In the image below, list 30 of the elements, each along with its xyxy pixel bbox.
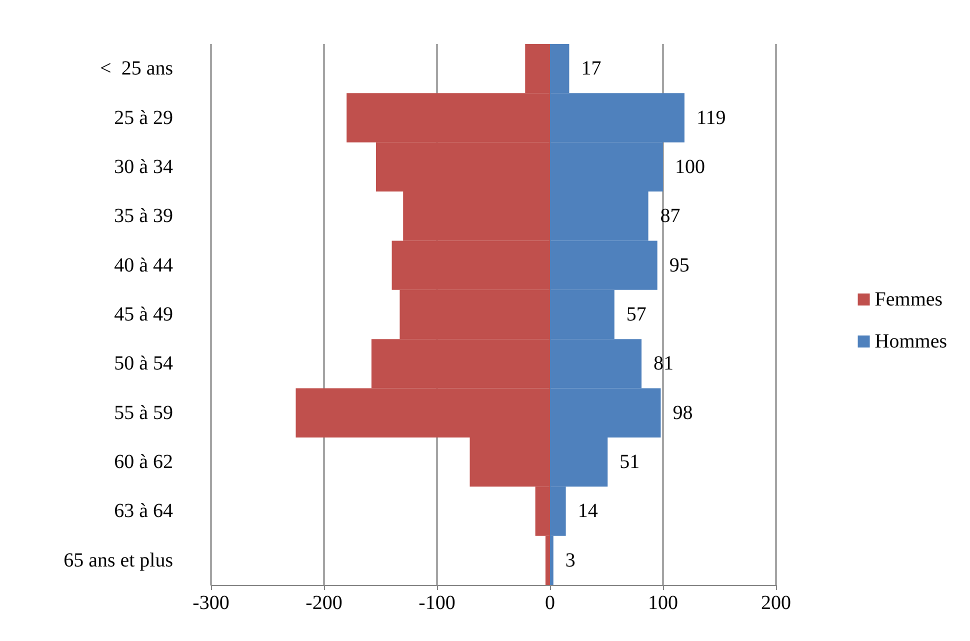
y-tick-label: 25 à 29 [114, 106, 173, 129]
y-tick-label: 55 à 59 [114, 402, 173, 424]
y-tick-label: 65 ans et plus [64, 549, 174, 572]
x-tick-label: 0 [545, 592, 555, 614]
data-label: 51 [620, 451, 640, 474]
y-tick-label: 63 à 64 [114, 500, 173, 522]
data-label: 119 [696, 106, 726, 129]
data-label: 81 [654, 352, 674, 375]
data-label: 17 [581, 58, 602, 80]
data-label: 87 [660, 205, 680, 228]
y-tick-label: 60 à 62 [114, 451, 173, 474]
x-tick-label: -200 [306, 592, 342, 614]
x-tick-label: 200 [761, 592, 791, 614]
x-tick-label: 100 [648, 592, 678, 614]
legend-label: Femmes [874, 288, 943, 310]
x-tick-label: -300 [192, 592, 230, 614]
data-label: 98 [672, 402, 693, 424]
data-label: 14 [578, 500, 598, 522]
y-tick-label: 45 à 49 [114, 304, 173, 326]
y-tick-label: 30 à 34 [114, 156, 173, 178]
y-tick-label: 35 à 39 [114, 205, 173, 228]
data-label: 3 [565, 549, 576, 572]
data-label: 57 [626, 304, 646, 326]
y-tick-label: 40 à 44 [114, 254, 173, 276]
y-tick-label: < 25 ans [100, 58, 174, 80]
y-tick-label: 50 à 54 [114, 352, 173, 375]
legend-label: Hommes [874, 330, 948, 352]
x-tick-label: -100 [418, 592, 456, 614]
data-label: 100 [675, 156, 705, 178]
data-label: 95 [669, 254, 690, 276]
